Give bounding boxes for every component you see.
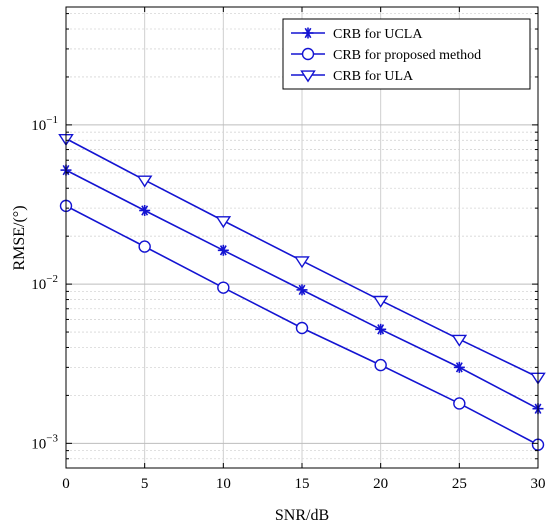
- marker-star: [217, 244, 229, 256]
- x-tick-label: 20: [373, 476, 388, 492]
- y-axis-label: RMSE/(°): [11, 205, 28, 270]
- x-tick-label: 0: [62, 476, 70, 492]
- marker-star: [302, 27, 314, 39]
- x-axis-label: SNR/dB: [275, 507, 329, 524]
- marker-star: [296, 284, 308, 296]
- y-tick-label: 10−1: [31, 114, 58, 134]
- y-tick-label: 10−2: [31, 273, 58, 293]
- legend-label: CRB for proposed method: [333, 48, 481, 63]
- marker-circle: [301, 47, 315, 61]
- marker-star: [375, 323, 387, 335]
- marker-star: [139, 204, 151, 216]
- marker-circle: [295, 321, 309, 335]
- x-tick-label: 15: [295, 476, 310, 492]
- marker-triangle: [294, 256, 310, 269]
- legend-label: CRB for ULA: [333, 69, 414, 84]
- legend: CRB for UCLA CRB for proposed method CRB f…: [282, 18, 531, 90]
- marker-triangle: [300, 70, 316, 83]
- marker-triangle: [136, 175, 153, 188]
- y-tick-label: 10−3: [31, 432, 58, 452]
- marker-triangle: [372, 295, 389, 308]
- x-tick-label: 25: [452, 476, 467, 492]
- marker-triangle: [215, 216, 232, 229]
- marker-circle: [374, 358, 387, 372]
- x-tick-label: 5: [141, 476, 149, 492]
- marker-triangle: [451, 334, 468, 347]
- marker-circle: [217, 281, 230, 294]
- axes-ticks: 0 5 10 15 20 25 30 10−3 10−2 10−1: [31, 7, 546, 492]
- x-tick-label: 30: [531, 476, 546, 492]
- marker-circle: [138, 240, 151, 253]
- marker-star: [453, 361, 465, 373]
- legend-label: CRB for UCLA: [333, 27, 423, 42]
- marker-circle: [453, 397, 466, 410]
- x-tick-label: 10: [216, 476, 231, 492]
